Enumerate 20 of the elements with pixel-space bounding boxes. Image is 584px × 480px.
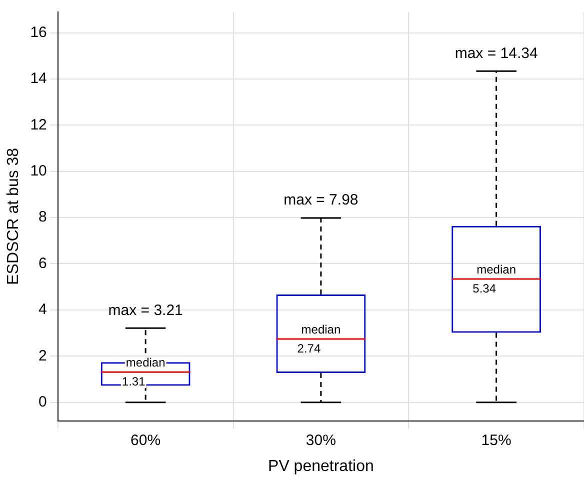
x-tick-label: 30% [306, 432, 336, 449]
x-tick-label: 60% [130, 432, 161, 449]
y-axis-title: ESDSCR at bus 38 [5, 148, 22, 285]
x-axis-title: PV penetration [268, 458, 374, 475]
annotation: max = 14.34 [454, 44, 538, 62]
annotation: median 2.74 [297, 322, 341, 356]
y-tick-label: 10 [30, 162, 47, 180]
y-tick-label: 14 [30, 70, 47, 88]
x-tick-label: 15% [481, 432, 512, 449]
annotation: median 1.31 [122, 355, 166, 388]
y-tick-label: 2 [38, 347, 47, 364]
annotation: max = 3.21 [108, 302, 183, 319]
y-tick-label: 0 [38, 393, 47, 410]
y-tick-label: 12 [30, 116, 47, 134]
y-tick-label: 4 [38, 301, 47, 318]
y-tick-label: 8 [38, 208, 47, 226]
y-tick-label: 16 [30, 24, 47, 41]
y-tick-label: 6 [38, 254, 47, 272]
annotation: median 5.34 [472, 262, 516, 296]
annotation: max = 7.98 [284, 192, 358, 209]
